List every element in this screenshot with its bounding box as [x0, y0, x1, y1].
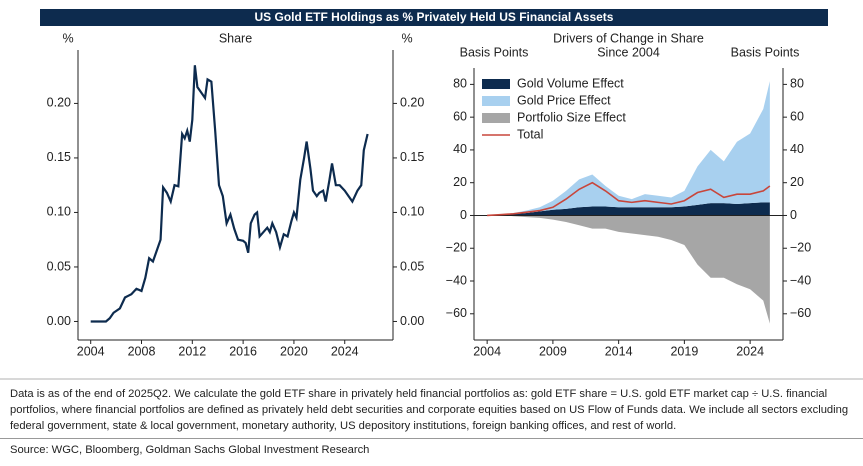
- separator: [0, 438, 863, 439]
- y-tick-label: 40: [453, 142, 467, 156]
- chart-subtitle: Drivers of Change in Share: [553, 31, 704, 45]
- y2-tick-label: 80: [790, 77, 804, 91]
- x-tick-label: 2019: [670, 344, 698, 358]
- area: [487, 81, 770, 216]
- y2-tick-label: 0.10: [400, 205, 424, 219]
- y2-tick-label: 40: [790, 142, 804, 156]
- y2-tick-label: 0.05: [400, 259, 424, 273]
- y-tick-label: 0.05: [47, 259, 71, 273]
- y2-tick-label: 60: [790, 109, 804, 123]
- y-tick-label: 60: [453, 109, 467, 123]
- source: Source: WGC, Bloomberg, Goldman Sachs Gl…: [10, 444, 370, 456]
- y2-axis-label: Basis Points: [731, 45, 800, 59]
- y2-tick-label: 20: [790, 175, 804, 189]
- y-tick-label: −40: [446, 273, 467, 287]
- chart: US Gold ETF Holdings as % Privately Held…: [0, 9, 863, 380]
- y-tick-label: 0.10: [47, 205, 71, 219]
- y-axis-label: Basis Points: [460, 45, 529, 59]
- legend-label: Gold Price Effect: [517, 93, 611, 107]
- area: [487, 214, 770, 324]
- line: [487, 181, 771, 217]
- y-tick-label: 0.15: [47, 150, 71, 164]
- note: Data is as of the end of 2025Q2. We calc…: [10, 388, 849, 432]
- chart-subtitle: Since 2004: [597, 45, 660, 59]
- y-axis-label: %: [62, 31, 73, 45]
- x-tick-label: 2004: [473, 344, 501, 358]
- legend-swatch: [482, 79, 510, 89]
- legend-label: Portfolio Size Effect: [517, 110, 626, 124]
- x-tick-label: 2024: [331, 344, 359, 358]
- y2-tick-label: 0.15: [400, 150, 424, 164]
- y2-tick-label: −60: [790, 306, 811, 320]
- x-tick-label: 2004: [77, 344, 105, 358]
- y2-tick-label: −40: [790, 273, 811, 287]
- chart-title: US Gold ETF Holdings as % Privately Held…: [255, 10, 614, 24]
- y2-tick-label: 0.00: [400, 314, 424, 328]
- y2-axis-label: %: [401, 31, 412, 45]
- y-tick-label: −60: [446, 306, 467, 320]
- x-tick-label: 2014: [605, 344, 633, 358]
- y2-tick-label: −20: [790, 241, 811, 255]
- legend-swatch: [482, 96, 510, 106]
- legend-swatch: [482, 113, 510, 123]
- title-bar: [40, 9, 828, 26]
- chart-subtitle: Share: [219, 31, 252, 45]
- y-tick-label: 80: [453, 77, 467, 91]
- y-tick-label: 0.00: [47, 314, 71, 328]
- y2-tick-label: 0: [790, 208, 797, 222]
- x-tick-label: 2024: [736, 344, 764, 358]
- legend-label: Total: [517, 127, 543, 141]
- x-tick-label: 2016: [229, 344, 257, 358]
- y-tick-label: −20: [446, 241, 467, 255]
- y-tick-label: 20: [453, 175, 467, 189]
- y-tick-label: 0: [460, 208, 467, 222]
- area: [487, 202, 770, 216]
- x-tick-label: 2009: [539, 344, 567, 358]
- x-tick-label: 2012: [178, 344, 206, 358]
- line: [90, 65, 369, 323]
- x-tick-label: 2008: [128, 344, 156, 358]
- legend-label: Gold Volume Effect: [517, 76, 624, 90]
- y-tick-label: 0.20: [47, 96, 71, 110]
- x-tick-label: 2020: [280, 344, 308, 358]
- y2-tick-label: 0.20: [400, 96, 424, 110]
